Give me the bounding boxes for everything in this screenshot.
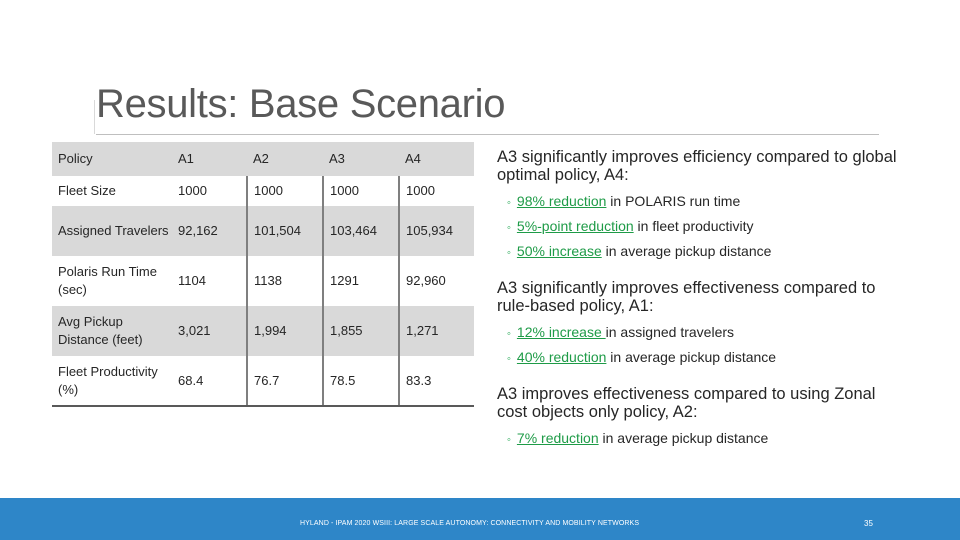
finding-bullets: ◦ 12% increase in assigned travelers ◦ 40%… <box>497 321 897 371</box>
bullet-text: in POLARIS run time <box>606 193 741 209</box>
table-cell: 1,994 <box>247 306 324 356</box>
row-label: Fleet Size <box>52 176 172 206</box>
row-label: Polaris Run Time (sec) <box>52 256 172 306</box>
footer-text: HYLAND - IPAM 2020 WSIII: LARGE SCALE AU… <box>300 520 640 527</box>
table-cell: 1104 <box>172 256 248 306</box>
row-label: Avg Pickup Distance (feet) <box>52 306 172 356</box>
table-cell: 68.4 <box>172 356 248 407</box>
list-item: ◦ 5%-point reduction in fleet productivit… <box>497 215 897 240</box>
table-row: Fleet Productivity (%) 68.4 76.7 78.5 83… <box>52 356 474 407</box>
finding-heading: A3 improves effectiveness compared to us… <box>497 385 876 421</box>
table-cell: 3,021 <box>172 306 248 356</box>
row-label: Fleet Productivity (%) <box>52 356 172 407</box>
finding-block-efficiency: A3 significantly improves efficiency com… <box>497 148 897 265</box>
table-cell: 76.7 <box>247 356 324 407</box>
table-cell: 83.3 <box>399 356 474 407</box>
table-cell: 1000 <box>399 176 474 206</box>
list-item: ◦ 7% reduction in average pickup distance <box>497 427 897 452</box>
footer-bar <box>0 498 960 540</box>
header-cell-a4: A4 <box>399 142 474 176</box>
table-cell: 1,855 <box>323 306 400 356</box>
bullet-text: in assigned travelers <box>605 324 735 340</box>
highlight-text: 12% increase <box>516 324 606 340</box>
table-cell: 1000 <box>172 176 248 206</box>
table-row: Polaris Run Time (sec) 1104 1138 1291 92… <box>52 256 474 306</box>
bullet-circle-icon: ◦ <box>507 434 511 446</box>
table-cell: 78.5 <box>323 356 400 407</box>
table-cell: 1000 <box>323 176 400 206</box>
bullet-circle-icon: ◦ <box>507 197 511 209</box>
header-cell-a3: A3 <box>323 142 399 176</box>
bullet-circle-icon: ◦ <box>507 328 511 340</box>
finding-heading: A3 significantly improves effectiveness … <box>497 279 876 315</box>
highlight-text: 50% increase <box>516 243 602 259</box>
slide-title: Results: Base Scenario <box>96 82 506 126</box>
bullet-text: in average pickup distance <box>598 430 769 446</box>
table-cell: 1291 <box>323 256 400 306</box>
slide-number: 35 <box>864 519 873 528</box>
finding-block-effectiveness-a1: A3 significantly improves effectiveness … <box>497 279 897 371</box>
table-cell: 1,271 <box>399 306 474 356</box>
bullet-circle-icon: ◦ <box>507 247 511 259</box>
table-cell: 101,504 <box>247 206 324 256</box>
highlight-text: 5%-point reduction <box>516 218 634 234</box>
title-divider <box>96 134 879 135</box>
table-row: Avg Pickup Distance (feet) 3,021 1,994 1… <box>52 306 474 356</box>
finding-heading: A3 significantly improves efficiency com… <box>497 148 897 184</box>
bullet-circle-icon: ◦ <box>507 222 511 234</box>
table-cell: 103,464 <box>323 206 400 256</box>
title-accent-line <box>94 100 95 134</box>
list-item: ◦ 98% reduction in POLARIS run time <box>497 190 897 215</box>
results-table: Policy A1 A2 A3 A4 Fleet Size 1000 1000 … <box>52 142 474 407</box>
bullet-circle-icon: ◦ <box>507 353 511 365</box>
list-item: ◦ 40% reduction in average pickup distanc… <box>497 346 897 371</box>
highlight-text: 98% reduction <box>516 193 607 209</box>
table-row: Fleet Size 1000 1000 1000 1000 <box>52 176 474 206</box>
table-header-row: Policy A1 A2 A3 A4 <box>52 142 474 176</box>
bullet-text: in average pickup distance <box>601 243 772 259</box>
table-cell: 1000 <box>247 176 324 206</box>
header-cell-policy: Policy <box>52 142 172 176</box>
table-cell: 92,162 <box>172 206 248 256</box>
list-item: ◦ 12% increase in assigned travelers <box>497 321 897 346</box>
header-cell-a1: A1 <box>172 142 247 176</box>
bullet-text: in fleet productivity <box>633 218 754 234</box>
table-cell: 105,934 <box>399 206 474 256</box>
finding-bullets: ◦ 98% reduction in POLARIS run time ◦ 5%-p… <box>497 190 897 265</box>
findings-panel: A3 significantly improves efficiency com… <box>497 148 897 452</box>
table-cell: 1138 <box>247 256 324 306</box>
list-item: ◦ 50% increase in average pickup distance <box>497 240 897 265</box>
highlight-text: 7% reduction <box>516 430 599 446</box>
highlight-text: 40% reduction <box>516 349 607 365</box>
row-label: Assigned Travelers <box>52 206 172 256</box>
table-cell: 92,960 <box>399 256 474 306</box>
finding-bullets: ◦ 7% reduction in average pickup distance <box>497 427 897 452</box>
bullet-text: in average pickup distance <box>606 349 777 365</box>
finding-block-effectiveness-a2: A3 improves effectiveness compared to us… <box>497 385 897 452</box>
header-cell-a2: A2 <box>247 142 323 176</box>
table-row: Assigned Travelers 92,162 101,504 103,46… <box>52 206 474 256</box>
